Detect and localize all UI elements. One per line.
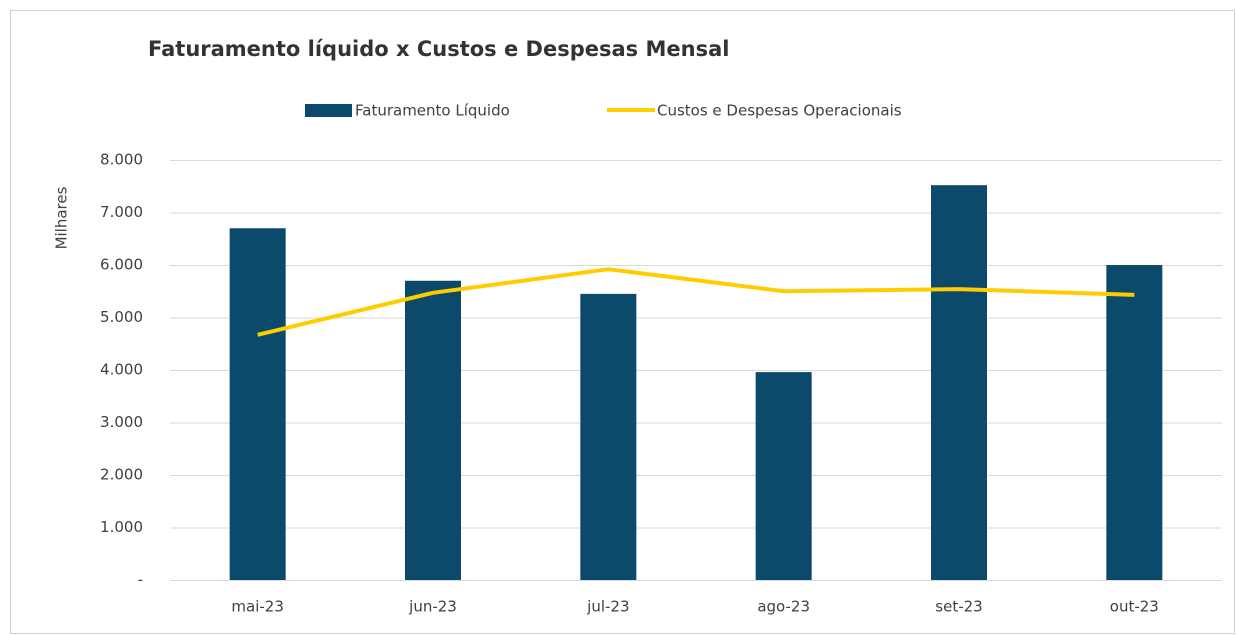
bar (405, 280, 461, 580)
y-tick-label: 3.000 (100, 413, 143, 431)
chart-title: Faturamento líquido x Custos e Despesas … (148, 37, 729, 61)
y-tick-label: 4.000 (100, 361, 143, 379)
legend-swatch (305, 104, 352, 117)
x-tick-label: ago-23 (757, 598, 810, 616)
legend-label: Custos e Despesas Operacionais (657, 102, 902, 120)
y-tick-label: - (138, 571, 143, 589)
y-tick-label: 2.000 (100, 466, 143, 484)
bar (931, 185, 987, 580)
x-tick-label: jun-23 (408, 598, 457, 616)
y-tick-label: 5.000 (100, 308, 143, 326)
bar (229, 228, 286, 580)
bar (580, 293, 637, 580)
bar (755, 372, 812, 580)
y-tick-label: 8.000 (100, 151, 143, 169)
legend-label: Faturamento Líquido (355, 102, 510, 120)
x-tick-label: jul-23 (586, 598, 629, 616)
line (257, 267, 1135, 337)
y-axis-title: Milhares (53, 186, 71, 249)
x-tick-label: out-23 (1110, 598, 1159, 616)
x-tick-label: set-23 (935, 598, 982, 616)
x-tick-label: mai-23 (231, 598, 283, 616)
bar (1106, 265, 1163, 580)
y-tick-label: 7.000 (100, 203, 143, 221)
y-tick-label: 6.000 (100, 256, 143, 274)
y-tick-label: 1.000 (100, 518, 143, 536)
